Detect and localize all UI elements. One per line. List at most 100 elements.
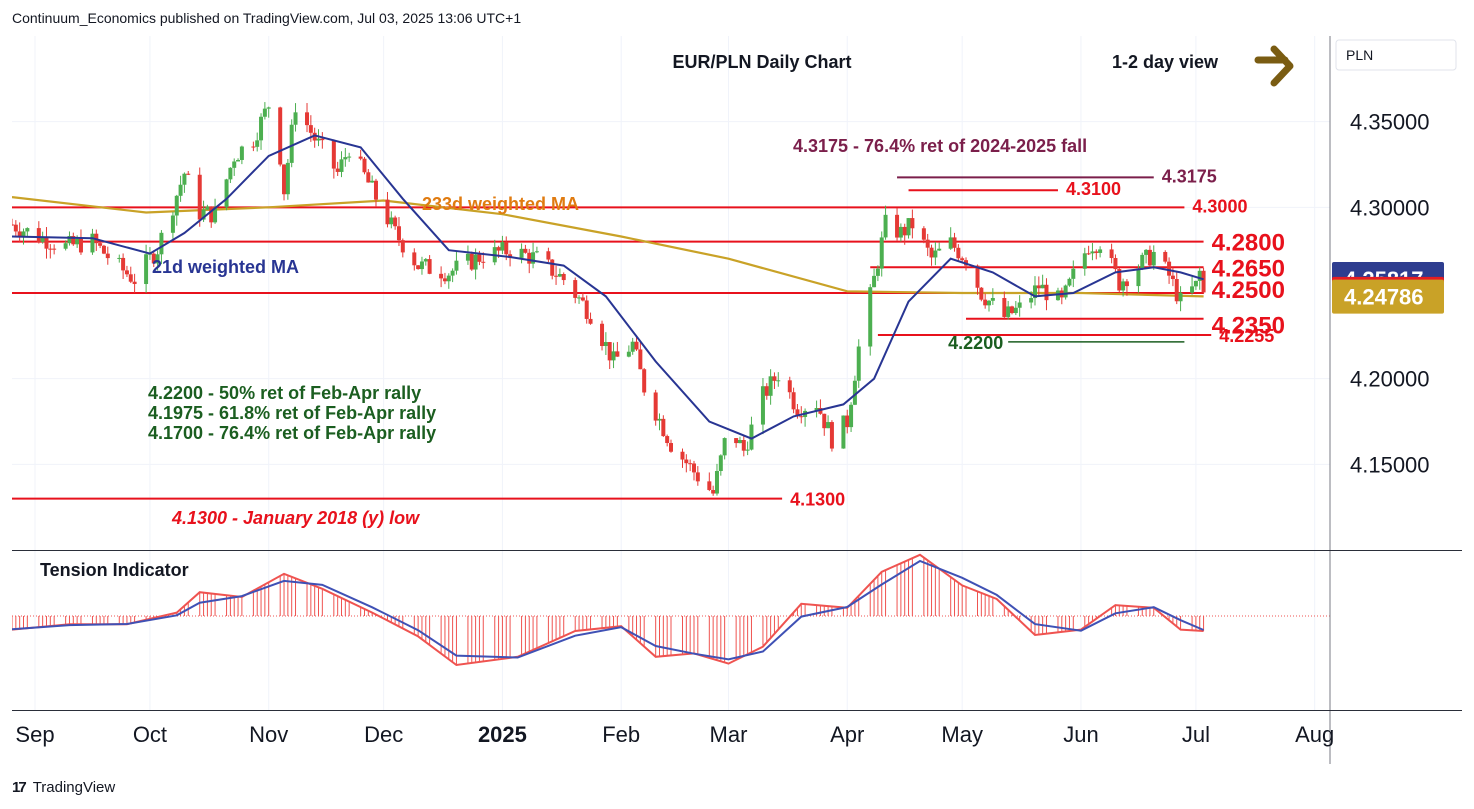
ma21-line	[12, 134, 1204, 440]
candle-body	[875, 268, 880, 276]
candle-body	[1036, 285, 1041, 289]
candle-body	[1094, 251, 1099, 253]
candle-body	[523, 248, 528, 253]
candle-body	[960, 258, 965, 261]
candle-body	[44, 236, 49, 249]
x-tick-label: May	[941, 722, 983, 747]
candle-body	[603, 342, 608, 347]
x-tick-label: Feb	[602, 722, 640, 747]
tension-indicator-title: Tension Indicator	[40, 560, 189, 580]
tradingview-footer[interactable]: 17 TradingView	[12, 779, 115, 796]
candle-body	[197, 174, 202, 220]
level-label: 4.1300	[790, 490, 845, 510]
candle-body	[178, 184, 183, 196]
candle-body	[1109, 249, 1114, 259]
candle-body	[653, 392, 658, 421]
currency-box[interactable]: PLN	[1335, 39, 1457, 71]
candle-body	[745, 449, 750, 451]
candle-body	[75, 238, 80, 245]
candle-body	[182, 173, 187, 185]
candle-body	[155, 254, 160, 264]
ma21-line-group	[12, 134, 1204, 440]
candle-body	[929, 247, 934, 258]
candle-body	[948, 237, 953, 249]
candle-body	[1029, 298, 1034, 303]
candle-body	[550, 259, 555, 276]
candle-body	[849, 404, 854, 428]
candle-body	[1071, 268, 1076, 279]
candle-body	[642, 369, 647, 393]
level-label: 4.3000	[1192, 196, 1247, 216]
annotation-76-ret: 4.3175 - 76.4% ret of 2024-2025 fall	[793, 136, 1087, 156]
candle-body	[906, 218, 911, 236]
candle-body	[224, 179, 229, 208]
candle-body	[205, 206, 210, 210]
candle-body	[450, 270, 455, 276]
candle-body	[289, 124, 294, 163]
candle-body	[611, 351, 616, 361]
candle-body	[546, 251, 551, 260]
candle-body	[128, 274, 133, 282]
level-label: 4.2350	[1212, 313, 1285, 340]
x-tick-label: Jun	[1063, 722, 1098, 747]
candle-body	[975, 265, 980, 288]
candle-body	[657, 418, 662, 421]
right-arrow-icon	[1254, 45, 1294, 87]
candle-body	[101, 245, 106, 254]
candle-body	[259, 116, 264, 141]
candle-body	[1098, 249, 1103, 253]
candle-body	[416, 265, 421, 270]
candle-body	[12, 224, 14, 226]
candle-body	[734, 438, 739, 444]
candle-body	[661, 418, 666, 437]
candle-body	[688, 463, 693, 465]
candle-body	[691, 463, 696, 473]
price-badge	[1332, 279, 1444, 314]
candle-body	[282, 164, 287, 195]
candle-body	[638, 349, 643, 370]
x-axis[interactable]: Sep Oct Nov Dec 2025 Feb Mar Apr May Jun Jul Aug	[15, 722, 1334, 747]
level-label: 4.2200	[948, 333, 1003, 353]
candle-body	[983, 299, 988, 306]
candle-body	[577, 297, 582, 299]
level-label: 4.3175	[1162, 166, 1217, 186]
candle-body	[749, 424, 754, 450]
candle-body	[695, 472, 700, 482]
annotations: 4.3175 - 76.4% ret of 2024-2025 fall 233…	[148, 136, 1087, 528]
candle-body	[1082, 253, 1087, 269]
candle-body	[446, 275, 451, 282]
candle-body	[952, 237, 957, 248]
candle-body	[684, 459, 689, 464]
candle-body	[228, 167, 233, 180]
candle-body	[845, 415, 850, 428]
candle-body	[481, 261, 486, 263]
annotation-21d-ma: 21d weighted MA	[152, 257, 299, 277]
price-badges: 4.258174.249484.24786	[1332, 262, 1444, 314]
candle-body	[320, 138, 325, 141]
candle-body	[534, 251, 539, 253]
tension-line-slow	[12, 559, 1204, 661]
candle-body	[1113, 258, 1118, 270]
candle-body	[956, 247, 961, 259]
x-tick-label: Oct	[133, 722, 167, 747]
candle-body	[393, 217, 398, 227]
candle-body	[669, 443, 673, 452]
candle-body	[366, 172, 371, 183]
candle-body	[921, 228, 926, 240]
candle-body	[925, 239, 930, 248]
candle-body	[737, 440, 742, 444]
candle-body	[588, 318, 593, 324]
candle-body	[772, 376, 777, 381]
candle-body	[561, 274, 566, 281]
candle-body	[990, 297, 995, 301]
candle-body	[799, 416, 804, 418]
candle-body	[814, 407, 819, 411]
candle-body	[469, 253, 474, 270]
y-axis[interactable]: 4.35000 4.30000 4.20000 4.15000	[1350, 110, 1430, 478]
candle-body	[132, 281, 137, 285]
candle-body	[1174, 279, 1179, 302]
publisher-line: Continuum_Economics published on Trading…	[12, 10, 522, 26]
candle-body	[707, 481, 712, 490]
candle-body	[764, 386, 769, 396]
x-tick-label: Dec	[364, 722, 403, 747]
